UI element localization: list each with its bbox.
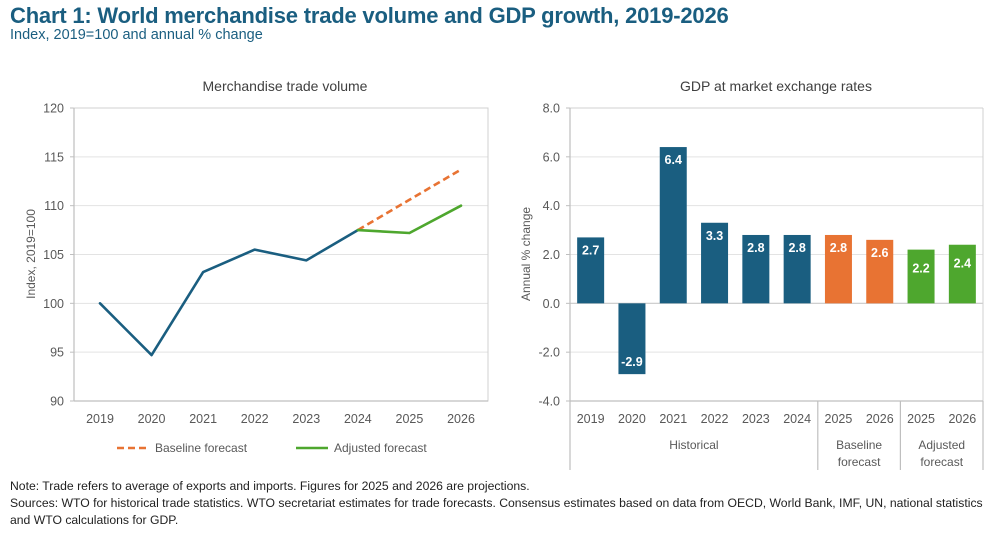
y-tick-label: -2.0	[538, 346, 560, 360]
y-tick-label: 100	[43, 297, 64, 311]
data-label: 2.8	[747, 241, 764, 255]
y-tick-label: -4.0	[538, 395, 560, 409]
x-tick-label: 2026	[948, 412, 976, 426]
x-tick-label: 2020	[138, 412, 166, 426]
x-tick-label: 2025	[907, 412, 935, 426]
bar-historical	[783, 234, 811, 304]
sources-text: Sources: WTO for historical trade statis…	[10, 496, 983, 527]
x-tick-label: 2019	[577, 412, 605, 426]
y-tick-label: 120	[43, 102, 64, 116]
bar-historical	[701, 222, 729, 304]
legend-label: Baseline forecast	[155, 441, 248, 455]
bar-baseline	[866, 239, 894, 304]
y-tick-label: 115	[44, 150, 64, 164]
group-label-adjusted: forecast	[920, 455, 963, 469]
x-tick-label: 2022	[241, 412, 269, 426]
line-chart: Merchandise trade volume Index, 2019=100…	[24, 78, 489, 455]
y-tick-label: 8.0	[543, 102, 560, 116]
line-chart-legend: Baseline forecast Adjusted forecast	[117, 441, 427, 455]
bar-adjusted	[907, 249, 935, 304]
chart-subtitle: Index, 2019=100 and annual % change	[10, 27, 263, 43]
footnotes: Note: Trade refers to average of exports…	[10, 478, 995, 529]
bar-baseline	[824, 234, 852, 304]
group-label-baseline: Baseline	[836, 438, 882, 452]
bar-chart: GDP at market exchange rates Annual % ch…	[519, 78, 984, 470]
x-tick-label: 2021	[189, 412, 217, 426]
data-label: 2.8	[830, 241, 847, 255]
x-tick-label: 2022	[701, 412, 729, 426]
x-tick-label: 2026	[866, 412, 894, 426]
data-label: 2.6	[871, 246, 888, 260]
y-tick-label: 95	[50, 346, 64, 360]
y-tick-label: 105	[43, 248, 64, 262]
x-tick-label: 2023	[742, 412, 770, 426]
chart-title: Chart 1: World merchandise trade volume …	[10, 3, 729, 28]
group-label-historical: Historical	[669, 438, 718, 452]
data-label: 3.3	[706, 229, 723, 243]
x-tick-label: 2024	[783, 412, 811, 426]
x-tick-label: 2025	[396, 412, 424, 426]
x-tick-label: 2021	[659, 412, 687, 426]
data-label: -2.9	[621, 355, 643, 369]
y-tick-label: 2.0	[543, 248, 560, 262]
x-tick-label: 2025	[825, 412, 853, 426]
bar-historical	[577, 237, 605, 304]
data-label: 2.8	[788, 241, 805, 255]
legend-label: Adjusted forecast	[334, 441, 427, 455]
bar-historical	[618, 303, 646, 375]
line-chart-title: Merchandise trade volume	[203, 78, 368, 94]
line-chart-ylabel: Index, 2019=100	[24, 209, 38, 299]
y-tick-label: 6.0	[543, 150, 560, 164]
note-text: Note: Trade refers to average of exports…	[10, 479, 530, 493]
bar-chart-title: GDP at market exchange rates	[680, 78, 872, 94]
bar-historical	[659, 147, 687, 304]
x-tick-label: 2019	[86, 412, 114, 426]
bar-chart-ylabel: Annual % change	[519, 207, 533, 301]
series-line-historical	[98, 228, 360, 357]
x-tick-label: 2020	[618, 412, 646, 426]
y-tick-label: 110	[44, 199, 64, 213]
x-tick-label: 2023	[292, 412, 320, 426]
group-label-adjusted: Adjusted	[918, 438, 965, 452]
data-label: 2.4	[954, 257, 971, 271]
y-tick-label: 0.0	[543, 297, 560, 311]
group-label-baseline: forecast	[838, 455, 881, 469]
x-tick-label: 2024	[344, 412, 372, 426]
series-line-baseline-forecast	[357, 168, 462, 232]
data-label: 6.4	[665, 153, 682, 167]
y-tick-label: 90	[50, 395, 64, 409]
bar-adjusted	[948, 244, 976, 304]
data-label: 2.2	[912, 262, 929, 276]
x-tick-label: 2026	[447, 412, 475, 426]
y-tick-label: 4.0	[543, 199, 560, 213]
bar-historical	[742, 234, 770, 304]
data-label: 2.7	[582, 243, 599, 257]
series-line-adjusted-forecast	[356, 204, 463, 235]
